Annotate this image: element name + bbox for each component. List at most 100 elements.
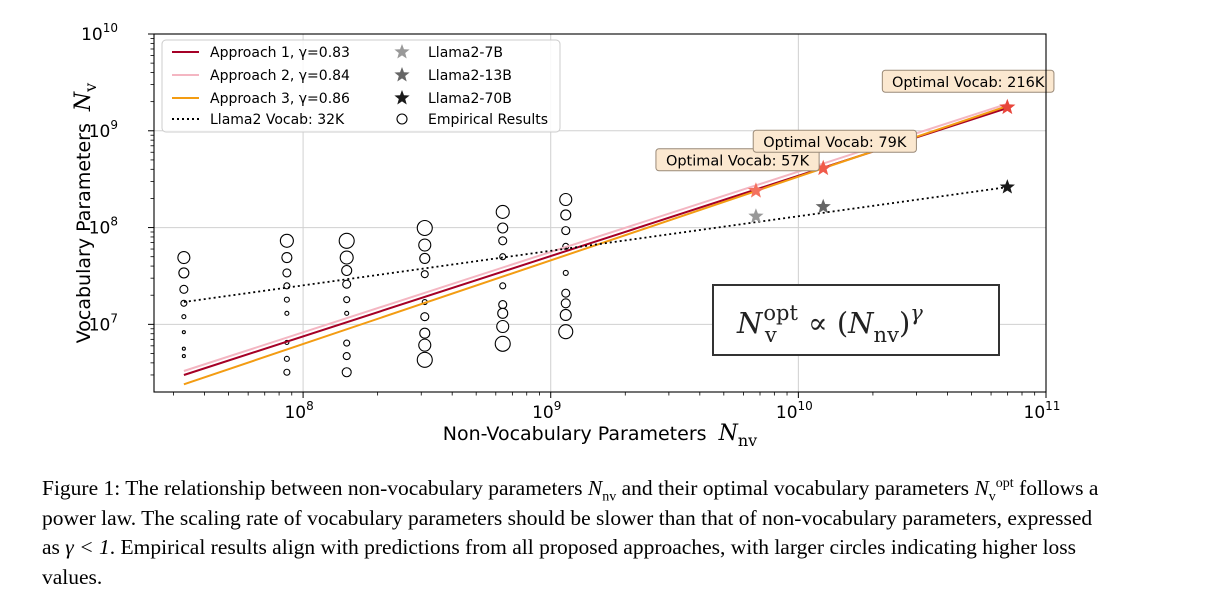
empirical-point (561, 288, 571, 298)
y-tick-label: 108 (89, 215, 118, 239)
x-tick-base: 10 (532, 403, 554, 423)
empirical-point (339, 250, 354, 265)
empirical-point (420, 312, 430, 322)
annotation-box (881, 69, 1055, 93)
legend-star (394, 90, 410, 105)
figure-caption: Figure 1: The relationship between non-v… (42, 474, 1112, 592)
annotation-box (655, 148, 820, 172)
empirical-point (498, 236, 508, 246)
x-tick-label: 108 (284, 399, 313, 423)
empirical-point (420, 270, 429, 279)
formula-rhs-sub: nv (874, 323, 900, 347)
x-tick-base: 10 (1024, 403, 1046, 423)
caption-symbol-nv: N (974, 476, 989, 500)
formula-lhs: N (736, 306, 764, 340)
llama-star (815, 198, 831, 214)
caption-prefix: Figure 1: The relationship between non-v… (42, 476, 588, 500)
empirical-point (418, 338, 432, 352)
optimal-star (815, 159, 832, 176)
legend-label: Empirical Results (428, 112, 548, 128)
empirical-point (558, 324, 574, 340)
y-tick-exp: 9 (110, 118, 118, 132)
caption-symbol-nnv: N (587, 476, 603, 500)
plot-frame (153, 33, 1047, 393)
formula-lhs-sup: opt (763, 301, 798, 325)
y-axis-label: Vocabulary Parameters Nv (71, 83, 100, 343)
legend-empirical-marker (396, 113, 408, 125)
x-tick-label: 1011 (1024, 399, 1061, 423)
x-tick-exp: 8 (306, 399, 314, 413)
empirical-point (561, 226, 571, 236)
empirical-point (178, 267, 190, 279)
empirical-point (497, 307, 509, 319)
formula-op: ∝ ( (799, 306, 848, 340)
formula-rhs-sup: γ (910, 301, 923, 325)
x-tick-base: 10 (284, 403, 306, 423)
optimal-star (747, 182, 765, 198)
caption-mid1: and their optimal vocabulary parameters (616, 476, 975, 500)
y-tick-base: 10 (89, 315, 111, 335)
caption-symbol-nnv-sub: nv (602, 489, 617, 505)
legend-label: Llama2-7B (428, 45, 503, 61)
legend-label: Approach 2, γ=0.84 (210, 68, 350, 84)
y-tick-exp: 8 (110, 215, 118, 229)
empirical-point (343, 339, 351, 347)
formula-lhs-sub: v (764, 323, 777, 347)
empirical-point (494, 335, 511, 352)
empirical-point (344, 310, 350, 316)
y-tick-exp: 7 (110, 311, 118, 325)
legend-label: Llama2-13B (428, 68, 512, 84)
empirical-point (498, 300, 508, 310)
empirical-point (342, 352, 351, 361)
legend-label: Approach 3, γ=0.86 (210, 91, 350, 107)
empirical-point (499, 282, 507, 290)
y-axis-symbol: N (71, 91, 96, 112)
legend-box (161, 39, 561, 133)
legend: Approach 1, γ=0.83 Approach 2, γ=0.84 Appr… (161, 39, 561, 133)
empirical-point (560, 209, 572, 221)
series-line (183, 186, 1008, 303)
empirical-point (562, 269, 569, 276)
x-tick-exp: 9 (554, 399, 562, 413)
formula-rhs: N (847, 306, 875, 340)
y-axis-label-text: Vocabulary Parameters (73, 111, 95, 343)
legend-label: Approach 1, γ=0.83 (210, 45, 350, 61)
empirical-point (419, 252, 431, 264)
formula-close: ) (899, 306, 910, 340)
empirical-point (282, 268, 292, 278)
empirical-point (338, 232, 355, 249)
caption-symbol-nv-sup: opt (995, 475, 1014, 491)
x-axis-label: Non-Vocabulary Parameters Nnv (443, 421, 757, 450)
optimal-star (999, 98, 1016, 115)
x-tick-label: 1010 (776, 399, 813, 423)
caption-suffix: . Empirical results align with predictio… (42, 535, 1077, 589)
caption-mid2: follows a power law. The scaling rate of… (42, 476, 1099, 559)
empirical-point (559, 192, 573, 207)
empirical-point (342, 279, 352, 289)
caption-symbol-nv-sub: v (988, 489, 996, 505)
empirical-point (497, 222, 509, 234)
empirical-point (284, 310, 290, 316)
x-axis-symbol: N (718, 421, 739, 446)
empirical-point (179, 284, 189, 294)
y-axis-symbol-sub: v (81, 83, 100, 93)
y-tick-label: 107 (89, 311, 118, 335)
y-tick-exp: 10 (103, 21, 118, 35)
empirical-point (495, 204, 510, 219)
x-tick-label: 109 (532, 399, 561, 423)
empirical-point (177, 251, 191, 265)
legend-label: Llama2-70B (428, 91, 512, 107)
empirical-point (559, 308, 572, 322)
llama-star (748, 208, 764, 223)
x-axis-symbol-sub: nv (738, 431, 757, 450)
empirical-point (416, 219, 433, 237)
y-tick-base: 10 (81, 25, 103, 45)
caption-gamma: γ < 1 (65, 535, 110, 559)
empirical-point (283, 355, 290, 362)
empirical-point (499, 253, 507, 261)
legend-star (394, 44, 410, 59)
formula-box (712, 284, 1000, 356)
y-tick-label: 1010 (81, 21, 118, 45)
empirical-point (419, 327, 431, 339)
